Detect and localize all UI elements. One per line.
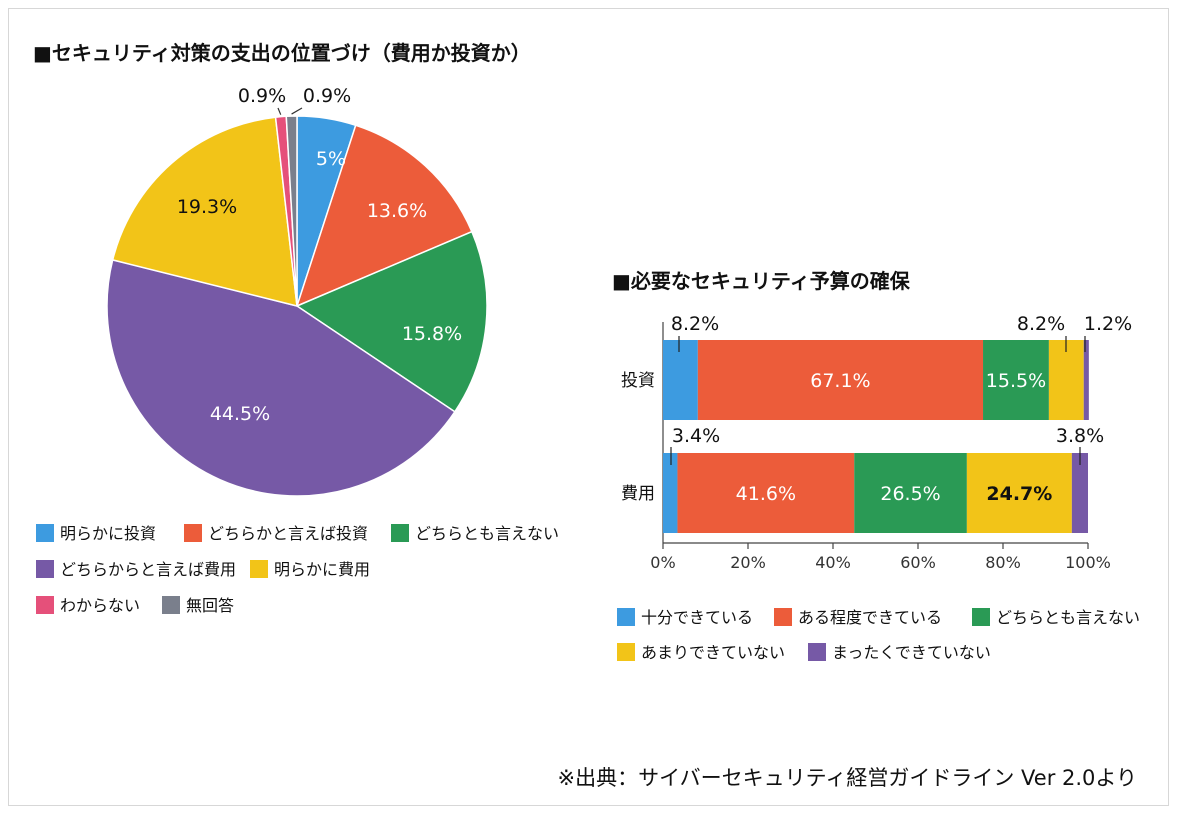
legend-swatch (808, 643, 826, 661)
legend-swatch (617, 608, 635, 626)
bar-segment (854, 453, 967, 533)
legend-swatch (250, 560, 268, 578)
legend-swatch (184, 524, 202, 542)
legend-label: 十分できている (641, 608, 753, 627)
bar-data-label: 15.5% (986, 370, 1046, 392)
legend-swatch (972, 608, 990, 626)
pie-slice (106, 258, 456, 497)
legend-label: 明らかに投資 (60, 524, 156, 543)
legend-label: あまりできていない (641, 643, 785, 662)
pie-slice-label: 19.3% (177, 196, 237, 218)
legend-swatch (36, 560, 54, 578)
pie-slice-label: 44.5% (210, 403, 270, 425)
bar-data-label: 8.2% (671, 313, 719, 335)
legend-swatch (391, 524, 409, 542)
bar-data-label: 24.7% (986, 483, 1052, 505)
source-note: ※出典：サイバーセキュリティ経営ガイドライン Ver 2.0より (557, 766, 1137, 790)
legend-label: 明らかに費用 (274, 560, 370, 579)
legend-label: まったくできていない (832, 643, 991, 662)
pie-slice (295, 124, 473, 308)
legend-label: どちらからと言えば費用 (60, 560, 236, 579)
x-tick-label: 40% (815, 553, 851, 572)
pie-chart (106, 115, 488, 497)
legend-label: ある程度できている (798, 608, 942, 627)
bar-segment (1048, 340, 1084, 420)
x-tick-label: 100% (1065, 553, 1111, 572)
x-tick-label: 20% (730, 553, 766, 572)
legend-swatch (617, 643, 635, 661)
category-label: 費用 (621, 484, 655, 504)
legend-label: どちらかと言えば投資 (208, 524, 368, 543)
bar-data-label: 8.2% (1017, 313, 1065, 335)
pie-slice (111, 116, 298, 307)
legend-swatch (774, 608, 792, 626)
pie-slice-label: 0.9% (303, 85, 351, 107)
legend-label: どちらとも言えない (996, 608, 1140, 627)
bar-data-label: 26.5% (880, 483, 940, 505)
bar-segment (663, 340, 698, 420)
bar-segment (1083, 340, 1089, 420)
pie-slice-label: 0.9% (238, 85, 286, 107)
legend-swatch (36, 524, 54, 542)
bar-segment (1071, 453, 1088, 533)
bar-data-label: 67.1% (810, 370, 870, 392)
bar-chart: 8.2% 67.1% 15.5% 8.2% 1.2% 3.4% 41.6% 26.5% 24.7… (663, 313, 1132, 533)
legend-swatch (36, 596, 54, 614)
pie-slice-label: 15.8% (402, 323, 462, 345)
bar-segment (983, 340, 1049, 420)
pie-slice (285, 115, 298, 307)
bar-data-label: 1.2% (1084, 313, 1132, 335)
bar-segment (697, 340, 984, 420)
bar-data-label: 3.4% (672, 425, 720, 447)
bar-title: ■必要なセキュリティ予算の確保 (612, 269, 911, 293)
pie-leader-line (277, 107, 282, 115)
pie-leader-line (291, 107, 303, 115)
legend-label: わからない (60, 596, 140, 615)
legend-swatch (162, 596, 180, 614)
category-label: 投資 (621, 371, 655, 391)
bar-segment (663, 453, 678, 533)
bar-data-label: 3.8% (1056, 425, 1104, 447)
x-tick-label: 60% (900, 553, 936, 572)
legend-label: どちらとも言えない (415, 524, 559, 543)
pie-labels: 5% 13.6% 15.8% 44.5% 19.3% 0.9% 0.9% (177, 85, 462, 425)
bar-segment (677, 453, 855, 533)
x-tick-label: 0% (650, 553, 675, 572)
pie-slice-label: 5% (316, 148, 346, 170)
pie-slice-label: 13.6% (367, 200, 427, 222)
bar-segment (966, 453, 1072, 533)
pie-slice (295, 230, 488, 413)
x-tick-label: 80% (985, 553, 1021, 572)
legend-label: 無回答 (186, 596, 234, 615)
pie-title: ■セキュリティ対策の支出の位置づけ（費用か投資か） (33, 41, 531, 65)
bar-data-label: 41.6% (736, 483, 796, 505)
